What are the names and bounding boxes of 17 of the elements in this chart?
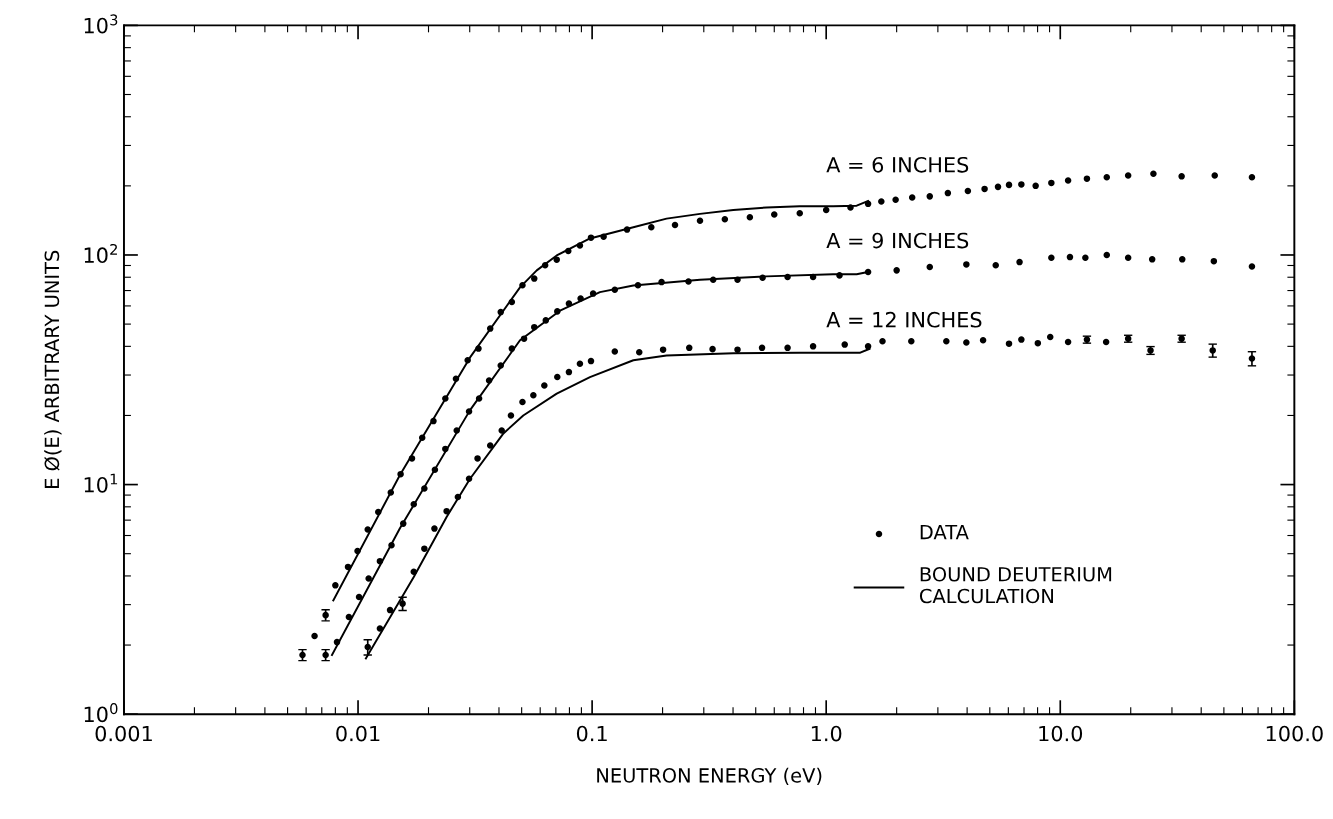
y-axis-title: E Ø(E) ARBITRARY UNITS [44,250,62,489]
y-tick-label: 10$^{3}$ [84,14,118,34]
x-tick-label: 0.001 [95,725,152,742]
legend-label: DATA [920,524,969,540]
y-tick-label: 10$^{1}$ [84,473,118,493]
x-tick-label: 10.0 [1039,725,1083,742]
x-tick-label: 100.0 [1266,725,1323,742]
x-axis-title: NEUTRON ENERGY (eV) [597,767,822,785]
x-tick-label: 1.0 [811,725,842,742]
annotation: A = 12 INCHES [826,311,982,328]
x-tick-label: 0.01 [336,725,380,742]
y-tick-label: 10$^{0}$ [84,703,118,723]
legend-label: BOUND DEUTERIUM CALCULATION [919,566,1112,604]
y-tick-label: 10$^{2}$ [84,243,117,264]
annotation: A = 9 INCHES [826,232,969,249]
x-tick-label: 0.1 [576,725,607,742]
annotation: A = 6 INCHES [826,156,969,173]
